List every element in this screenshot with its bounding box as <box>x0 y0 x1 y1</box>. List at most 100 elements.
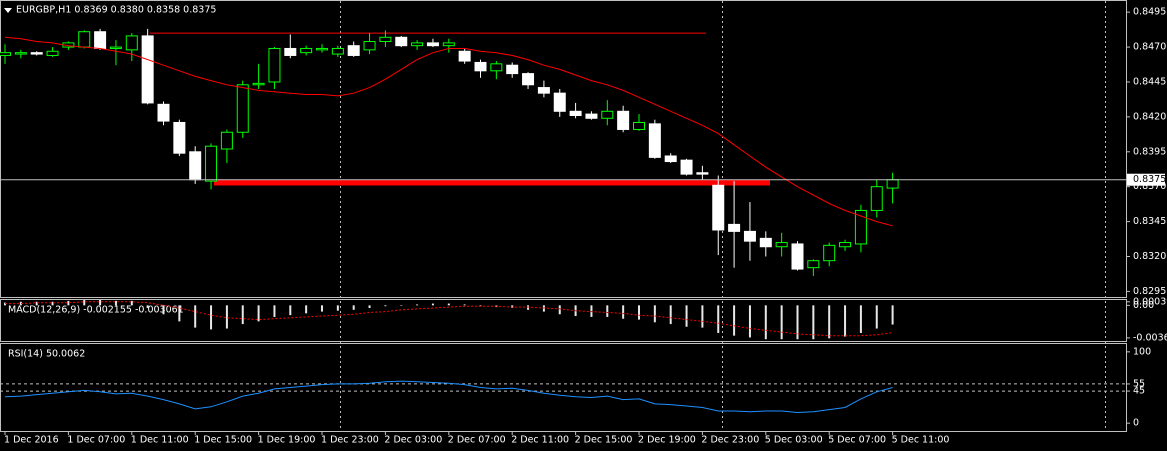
x-tick-label: 5 Dec 07:00 <box>828 435 886 446</box>
candle-body <box>395 36 408 47</box>
candle-body <box>347 45 360 56</box>
candle-body <box>30 52 43 55</box>
candle-body <box>807 260 820 269</box>
macd-bar <box>178 305 181 322</box>
y-tick-label: 0.8420 <box>1133 111 1166 122</box>
macd-bar <box>257 305 260 322</box>
candle-body <box>537 87 550 94</box>
macd-bar <box>19 301 22 306</box>
y-tick-label: 100 <box>1133 346 1151 357</box>
macd-bar <box>748 305 751 338</box>
candle-body <box>363 40 376 51</box>
candle-body <box>284 47 297 56</box>
candle-body <box>379 36 392 42</box>
macd-bar <box>717 305 720 333</box>
macd-bar <box>701 305 704 328</box>
macd-bar <box>828 305 831 339</box>
x-tick-label: 5 Dec 11:00 <box>892 435 950 446</box>
rsi-panel-frame <box>0 343 1127 432</box>
macd-bar <box>225 305 228 329</box>
macd-bar <box>780 305 783 340</box>
candle-body <box>648 123 661 158</box>
main-panel-frame <box>0 0 1127 298</box>
candle-body <box>839 242 852 248</box>
y-tick-label: 0.8295 <box>1133 286 1166 297</box>
candle-body <box>411 42 424 47</box>
candle-body <box>743 230 756 242</box>
candle-body <box>886 179 899 189</box>
candle-body <box>617 110 630 130</box>
chart-title: EURGBP,H1 0.8369 0.8380 0.8358 0.8375 <box>16 5 216 16</box>
macd-panel-frame <box>0 299 1127 342</box>
macd-bar <box>844 305 847 337</box>
candle-body <box>664 155 677 163</box>
candle-body <box>220 131 233 150</box>
candle-body <box>601 110 614 119</box>
candle-body <box>854 209 867 245</box>
candle-body <box>316 47 328 51</box>
x-tick-label: 2 Dec 23:00 <box>701 435 759 446</box>
candle-body <box>141 35 154 104</box>
macd-bar <box>146 305 149 309</box>
macd-bar <box>669 305 672 325</box>
x-tick-label: 2 Dec 15:00 <box>575 435 633 446</box>
candle-body <box>157 103 170 122</box>
macd-bar <box>733 305 736 336</box>
candle-body <box>78 31 91 48</box>
candle-body <box>680 159 693 175</box>
candle-body <box>775 242 788 248</box>
candle-body <box>759 237 772 248</box>
candle-body <box>696 172 709 175</box>
candle-body <box>506 64 519 75</box>
y-tick-label: 0.8395 <box>1133 146 1166 157</box>
y-tick-label: 0.8345 <box>1133 216 1166 227</box>
macd-bar <box>352 305 355 310</box>
macd-bar <box>321 305 323 312</box>
x-tick-label: 2 Dec 11:00 <box>511 435 569 446</box>
candle-body <box>633 121 645 130</box>
macd-bar <box>289 305 292 316</box>
x-tick-label: 1 Dec 07:00 <box>67 435 125 446</box>
x-tick-label: 1 Dec 15:00 <box>194 435 252 446</box>
macd-bar <box>67 300 70 306</box>
y-tick-label: 0.8370 <box>1133 181 1166 192</box>
candle-body <box>189 151 202 181</box>
candle-body <box>125 35 138 51</box>
y-tick-label: 0 <box>1133 418 1139 429</box>
macd-bar <box>114 300 117 306</box>
candle-body <box>474 61 487 72</box>
candle-body <box>252 82 265 86</box>
macd-bar <box>83 300 86 306</box>
x-tick-label: 1 Dec 23:00 <box>321 435 379 446</box>
candle-body <box>46 50 59 56</box>
candle-body <box>585 113 598 119</box>
x-tick-label: 2 Dec 19:00 <box>638 435 696 446</box>
macd-bar <box>210 305 213 330</box>
candle-body <box>553 92 566 112</box>
candle-body <box>14 52 27 55</box>
macd-bar <box>653 305 656 323</box>
candle-body <box>791 243 804 270</box>
y-tick-label: 0.8320 <box>1133 251 1166 262</box>
macd-bar <box>859 305 862 333</box>
x-tick-label: 2 Dec 03:00 <box>384 435 442 446</box>
moving-average <box>4 36 893 227</box>
y-tick-label: -0.00365 <box>1133 332 1167 343</box>
candle-body <box>426 42 439 47</box>
macd-bar <box>305 305 308 314</box>
candle-body <box>205 145 218 182</box>
x-tick-label: 1 Dec 2016 <box>4 435 59 446</box>
menu-triangle <box>4 8 12 13</box>
y-tick-label: 0.8445 <box>1133 76 1166 87</box>
macd-bar <box>99 300 102 306</box>
macd-bar <box>273 305 276 317</box>
rsi-line <box>4 380 893 414</box>
macd-bar <box>796 305 799 340</box>
macd-bar <box>368 305 371 309</box>
macd-bar <box>764 305 767 340</box>
y-tick-label: 55 <box>1133 378 1145 389</box>
macd-bar <box>447 303 450 306</box>
candle-body <box>109 46 122 49</box>
macd-signal <box>5 301 893 337</box>
